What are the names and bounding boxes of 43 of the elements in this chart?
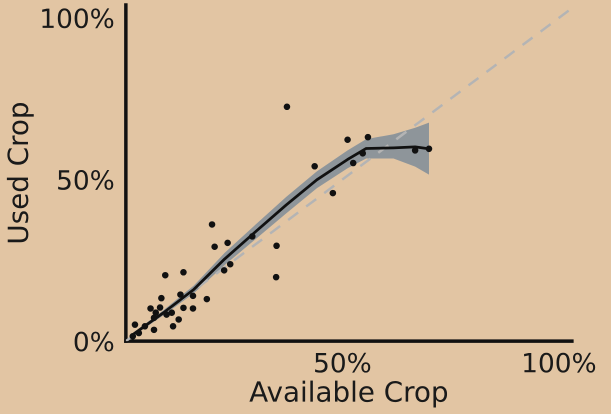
point — [311, 163, 318, 170]
point — [170, 323, 176, 330]
point — [208, 221, 216, 228]
point — [364, 134, 372, 140]
point — [344, 136, 351, 144]
point — [284, 104, 290, 110]
point — [162, 272, 169, 278]
point — [224, 240, 231, 246]
point — [158, 294, 165, 302]
point — [156, 304, 164, 311]
point — [150, 314, 158, 322]
point — [150, 326, 158, 334]
point — [211, 243, 218, 250]
point — [163, 311, 170, 318]
point — [190, 305, 196, 312]
point — [147, 305, 154, 312]
point — [175, 316, 182, 323]
point — [412, 147, 418, 154]
point — [249, 233, 256, 240]
y-tick-label: 0% — [74, 332, 114, 352]
point — [136, 330, 142, 336]
point — [168, 309, 176, 316]
point — [272, 274, 280, 280]
point — [190, 292, 196, 300]
y-tick-label: 50% — [58, 170, 114, 190]
y-axis-title: Used Crop — [6, 102, 34, 242]
point — [426, 146, 432, 152]
point — [204, 296, 210, 302]
x-axis-title: Available Crop — [249, 380, 448, 408]
point — [130, 333, 136, 340]
point — [220, 267, 228, 274]
point — [180, 304, 187, 312]
point — [359, 150, 366, 157]
y-tick-label: 100% — [42, 8, 114, 28]
point — [152, 309, 160, 316]
point — [180, 269, 187, 276]
point — [226, 260, 234, 268]
point — [273, 242, 280, 250]
point — [132, 321, 138, 328]
point — [350, 160, 356, 166]
point — [177, 291, 184, 298]
point — [142, 323, 148, 330]
point — [330, 190, 336, 196]
